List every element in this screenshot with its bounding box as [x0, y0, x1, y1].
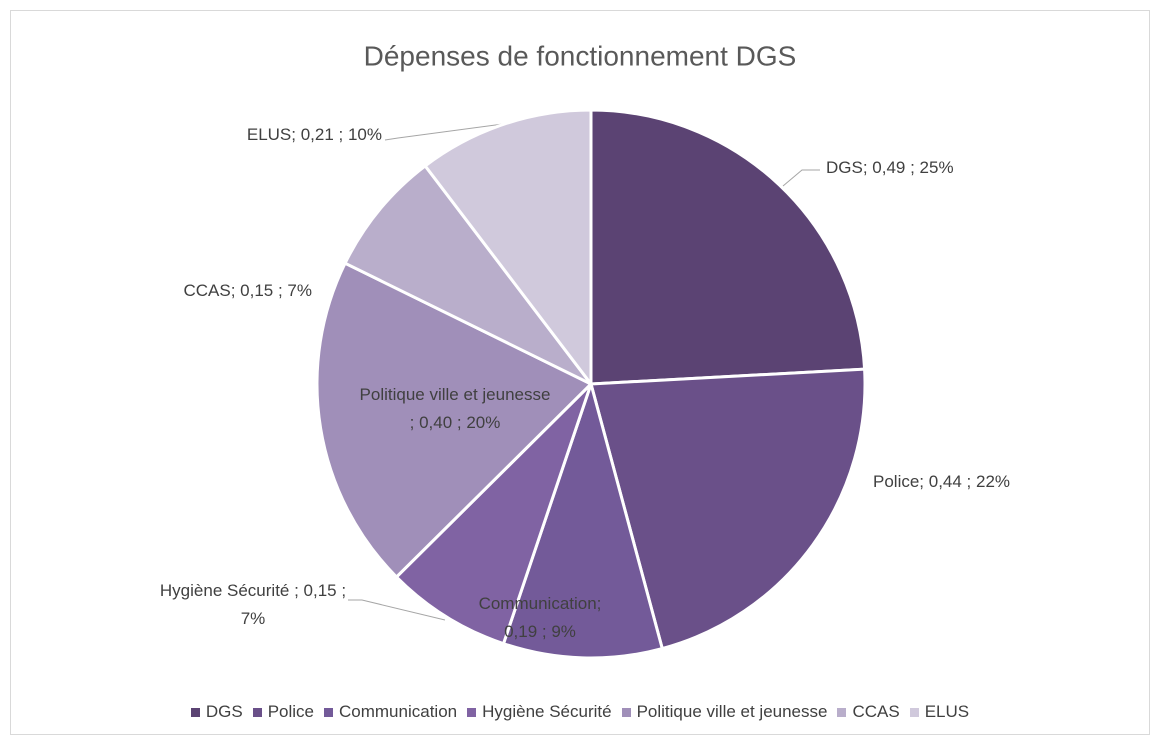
pie	[315, 108, 867, 660]
leader-line	[782, 169, 820, 187]
legend-label: DGS	[205, 702, 243, 721]
pie-slice	[501, 378, 665, 660]
legend-swatch	[837, 708, 847, 718]
legend-item: Police	[252, 702, 314, 722]
pie-slice	[315, 261, 594, 580]
legend-label: Hygiène Sécurité	[482, 702, 612, 721]
legend-item: CCAS	[837, 702, 900, 722]
legend-item: Politique ville et jeunesse	[621, 702, 828, 722]
data-label: Politique ville et jeunesse ; 0,40 ; 20%	[359, 385, 551, 432]
legend-swatch	[324, 708, 333, 718]
legend: DGS Police Communication Hygiène Sécurité Po…	[0, 702, 1160, 722]
legend-item: DGS	[190, 702, 243, 722]
data-label: DGS; 0,49 ; 25%	[826, 158, 954, 177]
legend-item: Communication	[324, 702, 457, 722]
legend-item: ELUS	[909, 702, 970, 722]
leader-line	[348, 599, 446, 621]
legend-swatch	[909, 708, 919, 718]
legend-label: Politique ville et jeunesse	[636, 702, 828, 721]
pie-slice	[394, 382, 593, 646]
legend-label: ELUS	[924, 702, 970, 721]
legend-swatch	[252, 708, 262, 718]
legend-label: CCAS	[852, 702, 900, 721]
pie-slice	[343, 163, 593, 386]
data-label: Communication; 0,19 ; 9%	[478, 594, 602, 641]
data-label: ELUS; 0,21 ; 10%	[246, 125, 382, 144]
legend-label: Communication	[339, 702, 458, 721]
legend-swatch	[190, 708, 200, 718]
pie-slice	[589, 367, 867, 651]
data-label: Hygiène Sécurité ; 0,15 ; 7%	[159, 581, 347, 628]
data-label: CCAS; 0,15 ; 7%	[183, 281, 312, 300]
legend-swatch	[467, 708, 477, 718]
legend-item: Hygiène Sécurité	[467, 702, 612, 722]
legend-label: Police	[267, 702, 314, 721]
pie-slice	[589, 108, 867, 386]
pie-slice	[423, 108, 593, 389]
chart-title: Dépenses de fonctionnement DGS	[364, 40, 797, 71]
leader-line	[384, 123, 504, 141]
legend-swatch	[621, 708, 631, 718]
data-label: Police; 0,44 ; 22%	[873, 472, 1011, 491]
